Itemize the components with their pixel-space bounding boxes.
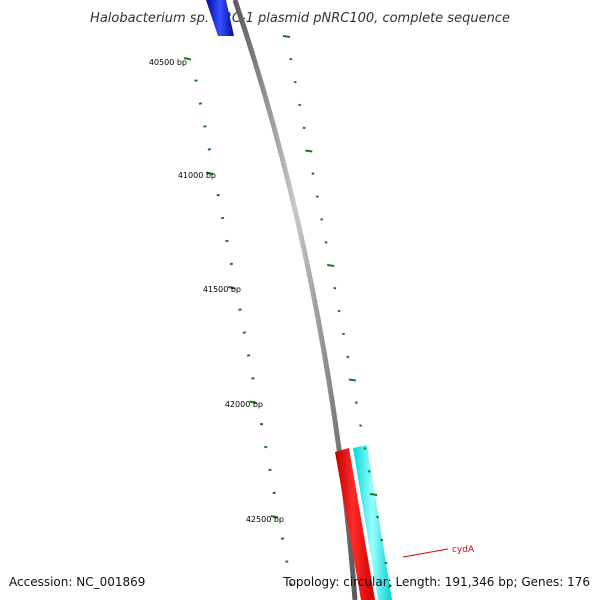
minor-tick — [229, 262, 233, 266]
outer-minor-tick — [324, 241, 328, 244]
scale-ticks — [183, 57, 293, 586]
major-tick — [227, 286, 236, 290]
outer-minor-tick — [298, 103, 302, 107]
minor-tick — [198, 102, 203, 105]
major-tick — [183, 57, 192, 61]
minor-tick — [289, 583, 293, 586]
minor-tick — [251, 377, 255, 380]
minor-tick — [268, 468, 272, 472]
minor-tick — [238, 308, 242, 311]
outer-major-tick — [369, 493, 378, 496]
outer-minor-tick — [333, 286, 337, 290]
major-tick — [206, 171, 214, 175]
minor-tick — [272, 491, 276, 495]
accession-text: Accession: NC_001869 — [9, 575, 145, 589]
outer-minor-tick — [320, 218, 324, 221]
outer-minor-tick — [289, 57, 293, 61]
gene-feature-blue — [206, 0, 234, 36]
minor-tick — [246, 354, 251, 357]
outer-minor-tick — [293, 80, 297, 84]
outer-major-tick — [305, 149, 313, 153]
outer-major-tick — [348, 378, 356, 382]
minor-tick — [207, 148, 212, 151]
outer-minor-tick — [346, 355, 350, 359]
bp-label-42000: 42000 bp — [225, 400, 263, 409]
outer-minor-tick — [311, 172, 315, 175]
plasmid-backbone — [232, 0, 358, 600]
outer-minor-tick — [388, 584, 392, 588]
major-tick — [270, 515, 279, 519]
bp-label-41500: 41500 bp — [203, 285, 241, 294]
bp-label-40500: 40500 bp — [149, 58, 187, 67]
major-tick — [249, 400, 257, 404]
map-title: Halobacterium sp. NRC-1 plasmid pNRC100,… — [90, 11, 510, 26]
gene-feature-cyan — [353, 445, 392, 600]
bp-label-41000: 41000 bp — [178, 171, 216, 180]
minor-tick — [242, 331, 246, 334]
bp-label-42500: 42500 bp — [246, 515, 284, 524]
outer-minor-tick — [384, 561, 388, 565]
minor-tick — [194, 79, 198, 82]
outer-minor-tick — [337, 309, 341, 313]
outer-minor-tick — [302, 126, 306, 130]
minor-tick — [203, 125, 207, 128]
outer-minor-tick — [367, 470, 371, 473]
minor-tick — [264, 445, 268, 449]
gene-label-cyda: cydA — [452, 545, 475, 555]
outer-major-tick — [327, 264, 335, 267]
outer-major-tick — [282, 35, 291, 38]
gene-label-leader — [402, 548, 449, 558]
gene-feature-red — [335, 448, 375, 600]
outer-minor-tick — [359, 424, 363, 427]
outer-minor-tick — [380, 538, 384, 542]
outer-minor-tick — [354, 401, 358, 404]
outer-minor-tick — [376, 515, 380, 519]
minor-tick — [280, 537, 285, 540]
minor-tick — [259, 422, 264, 426]
summary-text: Topology: circular; Length: 191,346 bp; … — [282, 575, 590, 589]
minor-tick — [225, 239, 229, 243]
minor-tick — [220, 216, 225, 220]
minor-tick — [216, 193, 220, 197]
minor-tick — [285, 560, 289, 563]
outer-minor-tick — [363, 447, 367, 450]
outer-minor-tick — [342, 332, 345, 336]
outer-minor-tick — [315, 195, 319, 198]
outer-scale-ticks — [282, 35, 392, 588]
